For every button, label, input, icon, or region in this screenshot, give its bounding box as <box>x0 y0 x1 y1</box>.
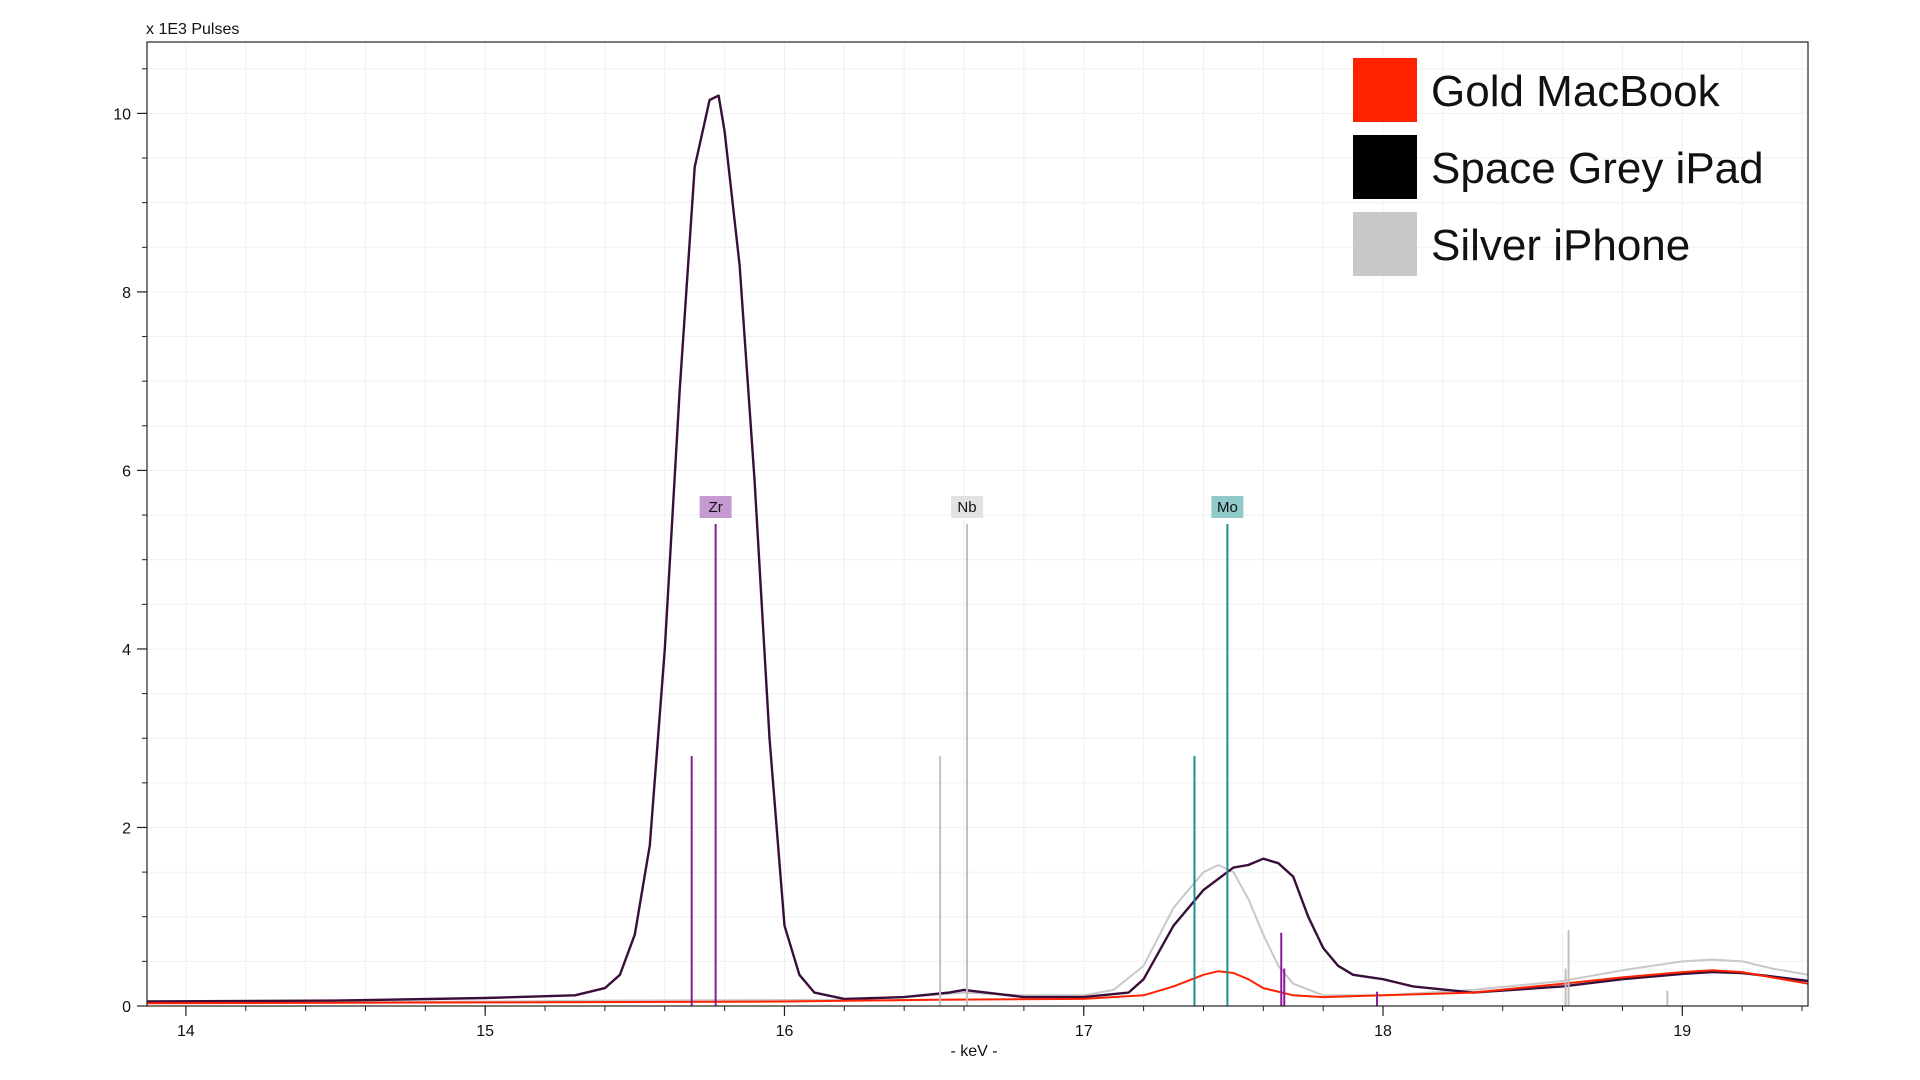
y-tick-label: 6 <box>122 463 131 480</box>
series-layer <box>146 94 1809 1005</box>
element-label-bg-mo <box>1211 496 1244 518</box>
element-label-bg-nb <box>951 496 984 518</box>
x-tick-label: 14 <box>177 1023 195 1040</box>
legend-label-gold-macbook: Gold MacBook <box>1431 67 1721 116</box>
legend-label-silver-iphone: Silver iPhone <box>1431 221 1690 270</box>
axis-layer: 14 15 16 17 18 19 0 2 4 6 8 10 <box>113 41 1809 1040</box>
y-tick-label: 2 <box>122 820 131 837</box>
y-tick-label: 10 <box>113 106 131 123</box>
element-label-zr: Zr <box>709 499 723 516</box>
legend-swatch-space-grey-ipad <box>1353 135 1417 199</box>
x-tick-label: 19 <box>1673 1023 1691 1040</box>
legend-swatch-gold-macbook <box>1353 58 1417 122</box>
series-line-space-grey-ipad <box>146 94 1809 1003</box>
x-tick-label: 17 <box>1075 1023 1093 1040</box>
legend: Gold MacBook Space Grey iPad Silver iPhone <box>1353 58 1764 276</box>
y-tick-label: 4 <box>122 642 131 659</box>
y-unit-label: x 1E3 Pulses <box>146 21 239 38</box>
element-lines-layer: Zr Nb Mo <box>690 496 1669 1006</box>
element-label-mo: Mo <box>1217 499 1238 516</box>
grid-layer <box>147 42 1808 1007</box>
plot-frame <box>146 41 1809 1007</box>
legend-swatch-silver-iphone <box>1353 212 1417 276</box>
x-tick-label: 15 <box>476 1023 494 1040</box>
y-tick-label: 0 <box>122 999 131 1016</box>
x-tick-label: 16 <box>776 1023 794 1040</box>
x-axis-title: - keV - <box>950 1043 997 1060</box>
element-label-nb: Nb <box>957 499 976 516</box>
element-label-bg-zr <box>699 496 732 518</box>
x-tick-label: 18 <box>1374 1023 1392 1040</box>
series-line-gold-macbook <box>146 969 1809 1005</box>
legend-label-space-grey-ipad: Space Grey iPad <box>1431 144 1764 193</box>
y-tick-label: 8 <box>122 285 131 302</box>
